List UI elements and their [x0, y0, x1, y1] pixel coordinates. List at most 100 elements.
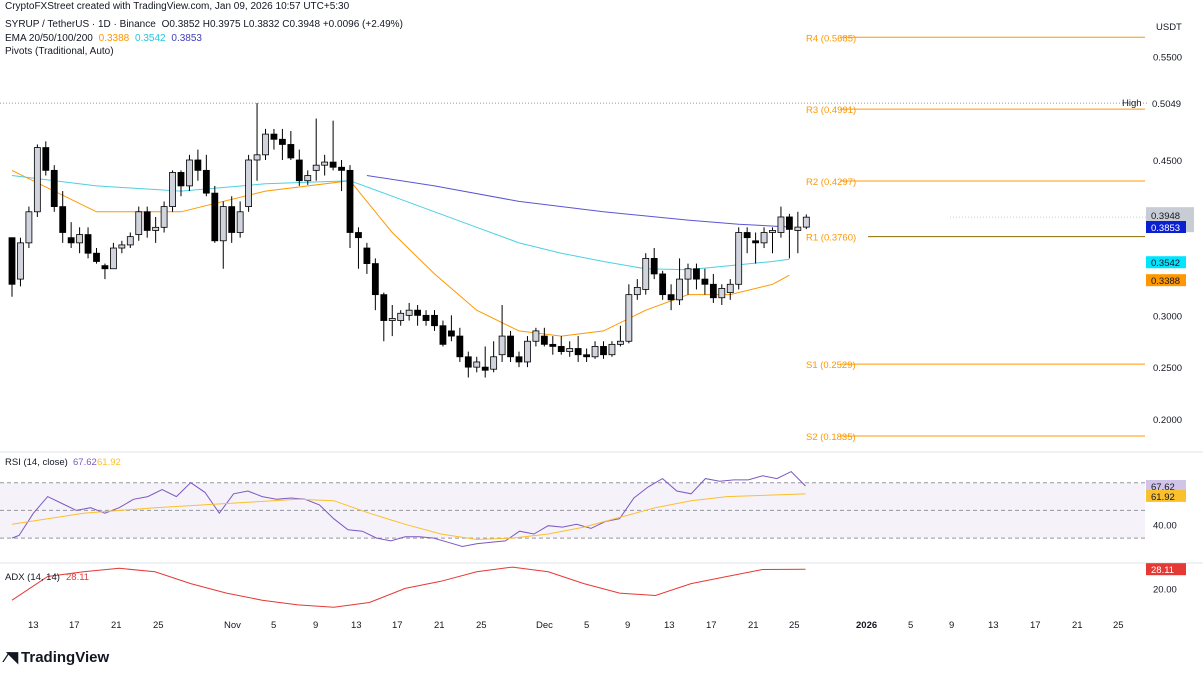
candle[interactable] [321, 161, 329, 166]
candle[interactable] [245, 159, 253, 208]
candle[interactable] [777, 216, 785, 233]
candle[interactable] [262, 133, 269, 156]
candle[interactable] [211, 192, 219, 242]
candle[interactable] [549, 343, 557, 347]
candle[interactable] [566, 348, 574, 353]
candle[interactable] [355, 232, 362, 239]
candle[interactable] [735, 232, 743, 285]
candle[interactable] [42, 147, 50, 171]
candle[interactable] [473, 361, 481, 368]
candle[interactable] [202, 169, 210, 194]
candle[interactable] [59, 206, 67, 233]
candle[interactable] [498, 335, 506, 356]
candle[interactable] [752, 240, 759, 244]
candle[interactable] [329, 161, 337, 168]
candle[interactable] [93, 252, 100, 262]
candle[interactable] [743, 232, 751, 239]
candle[interactable] [143, 211, 151, 231]
candle[interactable] [126, 236, 134, 246]
candle[interactable] [110, 247, 117, 270]
candle[interactable] [718, 288, 726, 299]
candle[interactable] [431, 314, 438, 327]
candle[interactable] [659, 273, 667, 296]
tradingview-logo[interactable]: ⁄◥ TradingView [5, 648, 109, 667]
candle[interactable] [608, 343, 616, 356]
candle[interactable] [524, 340, 531, 363]
candle[interactable] [701, 278, 709, 285]
candle[interactable] [650, 257, 658, 275]
ema-legend[interactable]: EMA 20/50/100/200 0.3388 0.3542 0.3853 [5, 33, 205, 44]
candle[interactable] [676, 278, 683, 301]
candle[interactable] [50, 169, 58, 208]
candle[interactable] [388, 318, 396, 321]
candle[interactable] [490, 356, 498, 370]
candle[interactable] [160, 206, 168, 228]
candle[interactable] [684, 268, 692, 280]
candle[interactable] [515, 356, 523, 363]
candle[interactable] [177, 172, 185, 187]
candle[interactable] [25, 211, 33, 244]
candle[interactable] [33, 147, 41, 213]
candle[interactable] [633, 286, 641, 296]
candle[interactable] [253, 154, 261, 161]
candle[interactable] [447, 330, 455, 337]
candle[interactable] [17, 242, 24, 280]
candle[interactable] [304, 175, 312, 182]
candle[interactable] [540, 335, 548, 345]
candle[interactable] [278, 138, 286, 145]
candle[interactable] [169, 172, 176, 208]
candle[interactable] [667, 294, 675, 301]
candle[interactable] [726, 283, 734, 293]
candle[interactable] [481, 366, 489, 371]
symbol-title[interactable]: SYRUP / TetherUS · 1D · Binance [5, 19, 156, 30]
candle[interactable] [625, 294, 633, 342]
pivots-legend[interactable]: Pivots (Traditional, Auto) [5, 46, 114, 57]
candle[interactable] [591, 346, 599, 358]
candle[interactable] [642, 257, 650, 290]
candle[interactable] [135, 211, 143, 235]
candle[interactable] [371, 263, 379, 296]
candle[interactable] [709, 283, 717, 299]
candle[interactable] [67, 237, 75, 244]
candle[interactable] [693, 268, 700, 280]
candle[interactable] [8, 237, 16, 285]
candle[interactable] [76, 234, 83, 244]
candle[interactable] [769, 230, 776, 233]
candle[interactable] [464, 356, 472, 368]
candle[interactable] [312, 164, 320, 171]
candle[interactable] [186, 159, 193, 187]
candle[interactable] [194, 159, 202, 171]
candle[interactable] [397, 312, 405, 321]
candle[interactable] [152, 226, 160, 231]
candle[interactable] [532, 330, 540, 342]
candle[interactable] [118, 244, 126, 249]
candle[interactable] [287, 144, 295, 159]
candle[interactable] [380, 294, 388, 321]
price-chart[interactable]: R4 (0.5685) R3 (0.4991) R2 (0.4297) R1 (0.3… [0, 0, 1203, 640]
candle[interactable] [414, 309, 422, 316]
candle[interactable] [219, 206, 227, 242]
candle[interactable] [295, 159, 303, 182]
candle[interactable] [786, 216, 793, 230]
candle[interactable] [422, 314, 430, 321]
candle[interactable] [794, 226, 802, 231]
candle[interactable] [363, 247, 371, 264]
candle[interactable] [617, 340, 624, 345]
candle[interactable] [228, 206, 236, 233]
candle[interactable] [456, 335, 464, 358]
candle[interactable] [574, 348, 582, 356]
candle[interactable] [557, 346, 565, 353]
candle[interactable] [760, 232, 768, 244]
candle[interactable] [270, 133, 278, 140]
candle[interactable] [802, 216, 810, 228]
candle[interactable] [583, 354, 590, 358]
candle[interactable] [346, 169, 354, 233]
candle[interactable] [405, 309, 413, 316]
candle[interactable] [338, 166, 345, 171]
candle[interactable] [439, 325, 447, 345]
candle[interactable] [101, 265, 109, 270]
candle[interactable] [84, 234, 92, 254]
candle[interactable] [600, 346, 607, 356]
candle[interactable] [507, 335, 514, 358]
candle[interactable] [236, 211, 244, 233]
